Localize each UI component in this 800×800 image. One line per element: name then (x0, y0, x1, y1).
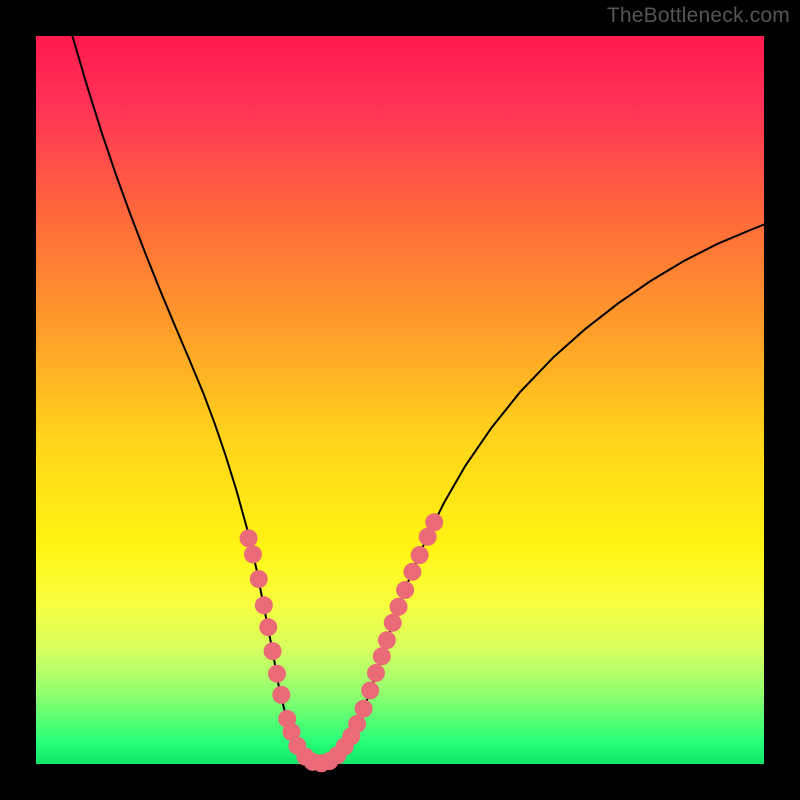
marker-point (250, 570, 268, 588)
marker-point (403, 563, 421, 581)
marker-point (411, 546, 429, 564)
marker-point (268, 665, 286, 683)
marker-point (255, 596, 273, 614)
marker-point (244, 545, 262, 563)
marker-point (240, 529, 258, 547)
marker-point (367, 664, 385, 682)
marker-point (425, 513, 443, 531)
marker-point (355, 700, 373, 718)
marker-point (384, 614, 402, 632)
watermark-text: TheBottleneck.com (607, 4, 790, 28)
bottleneck-curve-chart (0, 0, 800, 800)
marker-point (361, 681, 379, 699)
marker-point (378, 631, 396, 649)
plot-background (36, 36, 764, 764)
marker-point (396, 581, 414, 599)
chart-stage: TheBottleneck.com (0, 0, 800, 800)
marker-point (373, 647, 391, 665)
marker-point (272, 686, 290, 704)
marker-point (259, 618, 277, 636)
marker-point (264, 642, 282, 660)
marker-point (390, 598, 408, 616)
